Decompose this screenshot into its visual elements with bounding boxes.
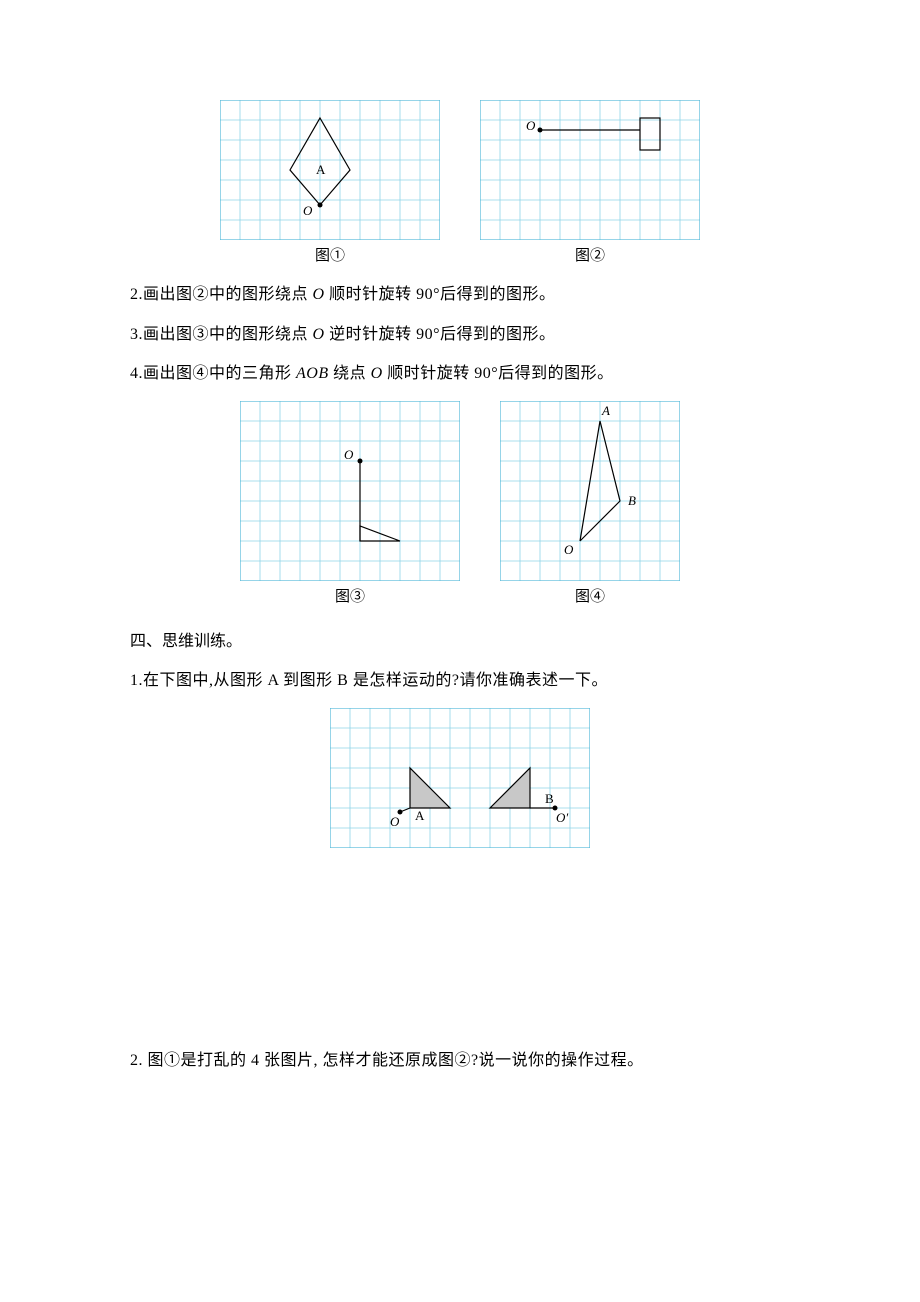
p4b-text: 顺时针旋转 90°后得到的图形。: [383, 365, 614, 382]
figure-2: O 图②: [480, 100, 700, 268]
svg-text:A: A: [316, 162, 326, 177]
figure-3: O 图③: [240, 401, 460, 609]
caption-fig2: 图②: [575, 244, 605, 268]
svg-text:O: O: [564, 542, 574, 557]
caption-fig4: 图④: [575, 585, 605, 609]
svg-text:O: O: [344, 447, 354, 462]
svg-text:O: O: [303, 203, 313, 218]
grid-fig3: O: [240, 401, 460, 581]
p3-text: 3.画出图③中的图形绕点: [130, 326, 313, 343]
figure-5-wrap: AO BO′: [130, 708, 790, 848]
problem-4: 4.画出图④中的三角形 AOB 绕点 O 顺时针旋转 90°后得到的图形。: [130, 361, 790, 387]
svg-text:O: O: [526, 118, 536, 133]
svg-text:A: A: [415, 808, 425, 823]
problem-2: 2.画出图②中的图形绕点 O 顺时针旋转 90°后得到的图形。: [130, 282, 790, 308]
grid-fig2: O: [480, 100, 700, 240]
p4c-text: 绕点: [329, 365, 371, 382]
p4-AOB: AOB: [296, 365, 329, 382]
figure-4: A B O 图④: [500, 401, 680, 609]
grid-fig4: A B O: [500, 401, 680, 581]
grid-fig1: AO: [220, 100, 440, 240]
figures-row-1: AO 图① O 图②: [130, 100, 790, 268]
section4-q1: 1.在下图中,从图形 A 到图形 B 是怎样运动的?请你准确表述一下。: [130, 668, 790, 694]
p2b-text: 顺时针旋转 90°后得到的图形。: [325, 286, 556, 303]
figures-row-2: O 图③ A B O 图④: [130, 401, 790, 609]
p2-text: 2.画出图②中的图形绕点: [130, 286, 313, 303]
p3-O: O: [313, 326, 325, 343]
grid-fig5: AO BO′: [330, 708, 590, 848]
svg-text:O′: O′: [556, 810, 568, 825]
caption-fig1: 图①: [315, 244, 345, 268]
svg-text:B: B: [545, 791, 554, 806]
p4-O: O: [371, 365, 383, 382]
svg-text:O: O: [390, 814, 400, 829]
p4-text: 4.画出图④中的三角形: [130, 365, 296, 382]
caption-fig3: 图③: [335, 585, 365, 609]
p2-O: O: [313, 286, 325, 303]
problem-3: 3.画出图③中的图形绕点 O 逆时针旋转 90°后得到的图形。: [130, 322, 790, 348]
figure-1: AO 图①: [220, 100, 440, 268]
section-4-heading: 四、思维训练。: [130, 629, 790, 655]
section4-q2: 2. 图①是打乱的 4 张图片, 怎样才能还原成图②?说一说你的操作过程。: [130, 1048, 790, 1074]
svg-text:A: A: [601, 403, 610, 418]
p3b-text: 逆时针旋转 90°后得到的图形。: [325, 326, 556, 343]
svg-text:B: B: [628, 493, 636, 508]
